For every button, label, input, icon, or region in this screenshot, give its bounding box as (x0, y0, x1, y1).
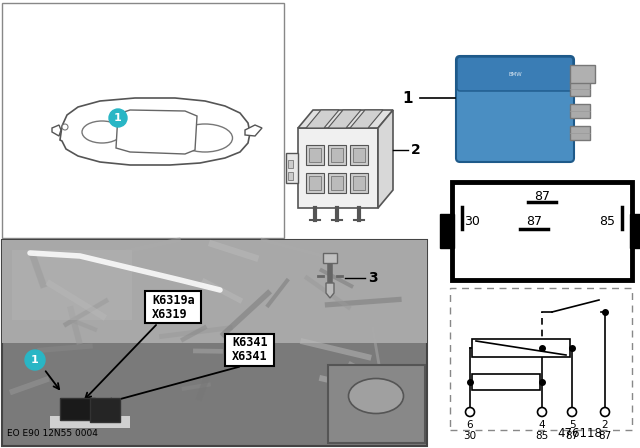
Text: 476118: 476118 (557, 427, 602, 440)
Bar (50, 416, 130, 428)
Text: 3: 3 (368, 271, 378, 285)
Bar (570, 65, 595, 83)
Text: BMW: BMW (508, 72, 522, 77)
Bar (323, 253, 337, 263)
Bar (309, 176, 321, 190)
Text: EO E90 12N55 0004: EO E90 12N55 0004 (7, 429, 98, 438)
Bar (2, 240, 427, 446)
Bar (225, 334, 274, 366)
Bar (306, 173, 324, 193)
Bar (309, 148, 321, 162)
Bar (440, 214, 454, 248)
Text: 30: 30 (463, 431, 477, 441)
Text: 87: 87 (565, 431, 579, 441)
Polygon shape (306, 110, 339, 128)
Text: 1: 1 (403, 90, 413, 105)
Text: 85: 85 (599, 215, 615, 228)
FancyBboxPatch shape (456, 56, 574, 162)
Bar (328, 173, 346, 193)
Text: K6341: K6341 (232, 336, 268, 349)
Text: X6341: X6341 (232, 350, 268, 363)
Bar (12, 250, 132, 320)
Text: 87: 87 (598, 431, 612, 441)
Bar (353, 148, 365, 162)
Polygon shape (298, 110, 393, 128)
Text: 87: 87 (534, 190, 550, 202)
Bar (570, 104, 590, 118)
Polygon shape (350, 110, 383, 128)
Ellipse shape (349, 379, 403, 414)
Polygon shape (52, 125, 61, 136)
Polygon shape (326, 283, 334, 298)
Text: X6319: X6319 (152, 307, 188, 320)
Ellipse shape (177, 124, 232, 152)
Text: 5: 5 (569, 420, 575, 430)
Bar (286, 153, 298, 183)
Bar (452, 182, 632, 280)
Text: 85: 85 (536, 431, 548, 441)
Circle shape (109, 109, 127, 127)
Text: 30: 30 (464, 215, 480, 228)
Text: 87: 87 (526, 215, 542, 228)
Bar (328, 365, 425, 443)
Bar (350, 145, 368, 165)
Bar (331, 176, 343, 190)
Bar (60, 398, 95, 420)
Text: 6: 6 (467, 420, 474, 430)
Bar (570, 126, 590, 140)
Bar (472, 374, 540, 390)
Bar (570, 82, 590, 96)
Bar (288, 172, 293, 180)
Text: K6319a: K6319a (152, 293, 195, 306)
Circle shape (465, 408, 474, 417)
Bar (2, 3, 284, 238)
Text: 1: 1 (114, 113, 122, 123)
Bar (306, 145, 324, 165)
Polygon shape (245, 125, 262, 136)
Bar (298, 128, 378, 208)
Polygon shape (328, 110, 361, 128)
Text: 2: 2 (602, 420, 608, 430)
Circle shape (25, 350, 45, 370)
Ellipse shape (82, 121, 122, 143)
Bar (145, 291, 201, 323)
Text: 2: 2 (411, 143, 420, 157)
Bar (353, 176, 365, 190)
Polygon shape (116, 110, 197, 154)
Circle shape (600, 408, 609, 417)
Bar (630, 214, 640, 248)
Bar (450, 288, 632, 430)
Text: 1: 1 (31, 355, 39, 365)
Bar (331, 148, 343, 162)
Bar (328, 145, 346, 165)
Bar (90, 398, 120, 422)
Polygon shape (60, 98, 250, 165)
Text: 4: 4 (539, 420, 545, 430)
Bar (472, 339, 570, 357)
FancyBboxPatch shape (457, 57, 573, 91)
Circle shape (568, 408, 577, 417)
Circle shape (538, 408, 547, 417)
Bar (2, 240, 427, 343)
Bar (288, 160, 293, 168)
Circle shape (62, 124, 68, 130)
Bar (350, 173, 368, 193)
Polygon shape (378, 110, 393, 208)
